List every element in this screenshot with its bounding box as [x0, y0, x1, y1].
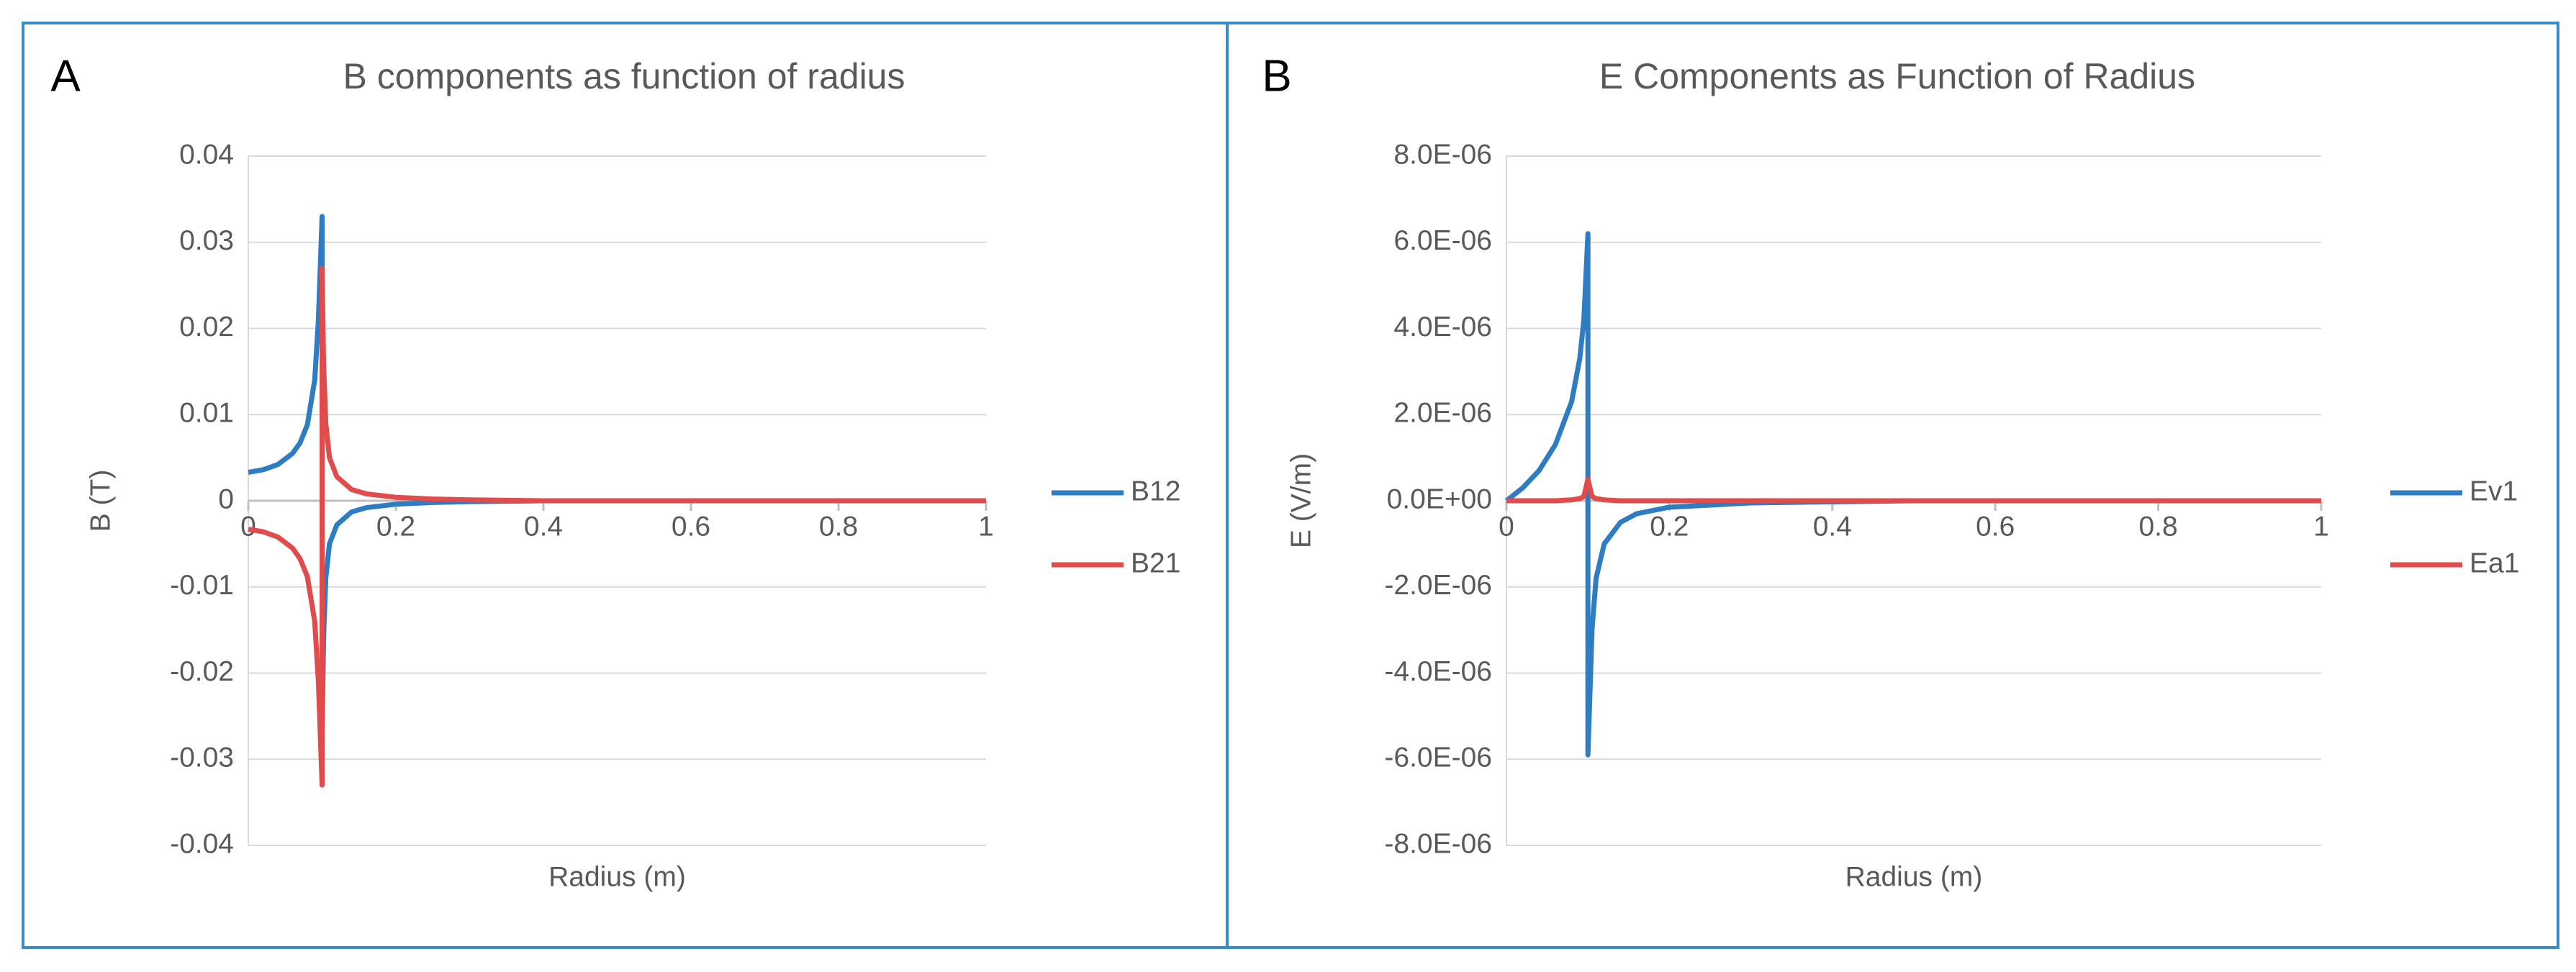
legend-label: Ev1	[2469, 476, 2518, 507]
y-tick-label: 6.0E-06	[1393, 225, 1492, 256]
x-tick-label: 0.6	[1976, 511, 2015, 542]
y-tick-label: 0.02	[179, 312, 234, 342]
x-tick-label: 0.6	[672, 511, 710, 542]
chart-title: B components as function of radius	[343, 56, 905, 96]
y-tick-label: -4.0E-06	[1384, 656, 1492, 687]
x-tick-label: 0.8	[2138, 511, 2177, 542]
panel-border	[1226, 22, 2559, 949]
panel-label: A	[50, 51, 81, 101]
x-tick-label: 0.2	[1650, 511, 1689, 542]
y-tick-label: 8.0E-06	[1393, 139, 1492, 170]
y-tick-label: 0.04	[179, 139, 234, 170]
x-tick-label: 1	[978, 511, 994, 542]
y-tick-label: -0.02	[170, 656, 234, 687]
y-tick-label: 2.0E-06	[1393, 398, 1492, 429]
x-tick-label: 0.4	[1813, 511, 1852, 542]
series-line	[248, 265, 986, 788]
y-tick-label: 0.0E+00	[1387, 483, 1492, 514]
x-tick-label: 0.2	[376, 511, 415, 542]
x-axis-title: Radius (m)	[548, 861, 686, 892]
panel-label: B	[1262, 51, 1291, 101]
series-line	[248, 214, 986, 736]
x-axis-title: Radius (m)	[1845, 861, 1983, 892]
y-axis-title: E (V/m)	[1285, 453, 1316, 548]
series-line	[1504, 231, 2321, 758]
x-tick-label: 0.4	[524, 511, 563, 542]
chart-title: E Components as Function of Radius	[1599, 56, 2195, 96]
legend-label: B21	[1131, 548, 1180, 578]
x-tick-label: 0	[1499, 511, 1514, 542]
y-tick-label: 0.01	[179, 398, 234, 429]
y-tick-label: 0	[218, 483, 234, 514]
y-tick-label: -2.0E-06	[1384, 570, 1492, 601]
y-tick-label: -0.01	[170, 570, 234, 601]
legend-label: B12	[1131, 476, 1180, 507]
y-tick-label: -0.03	[170, 742, 234, 773]
x-tick-label: 0.8	[819, 511, 858, 542]
y-tick-label: -0.04	[170, 828, 234, 859]
y-axis-title: B (T)	[85, 470, 116, 532]
y-tick-label: 4.0E-06	[1393, 312, 1492, 342]
x-tick-label: 0	[240, 511, 256, 542]
x-tick-label: 1	[2313, 511, 2329, 542]
y-tick-label: 0.03	[179, 225, 234, 256]
series-line	[1506, 476, 2321, 504]
legend-label: Ea1	[2469, 548, 2519, 578]
y-tick-label: -6.0E-06	[1384, 742, 1492, 773]
y-tick-label: -8.0E-06	[1384, 828, 1492, 859]
